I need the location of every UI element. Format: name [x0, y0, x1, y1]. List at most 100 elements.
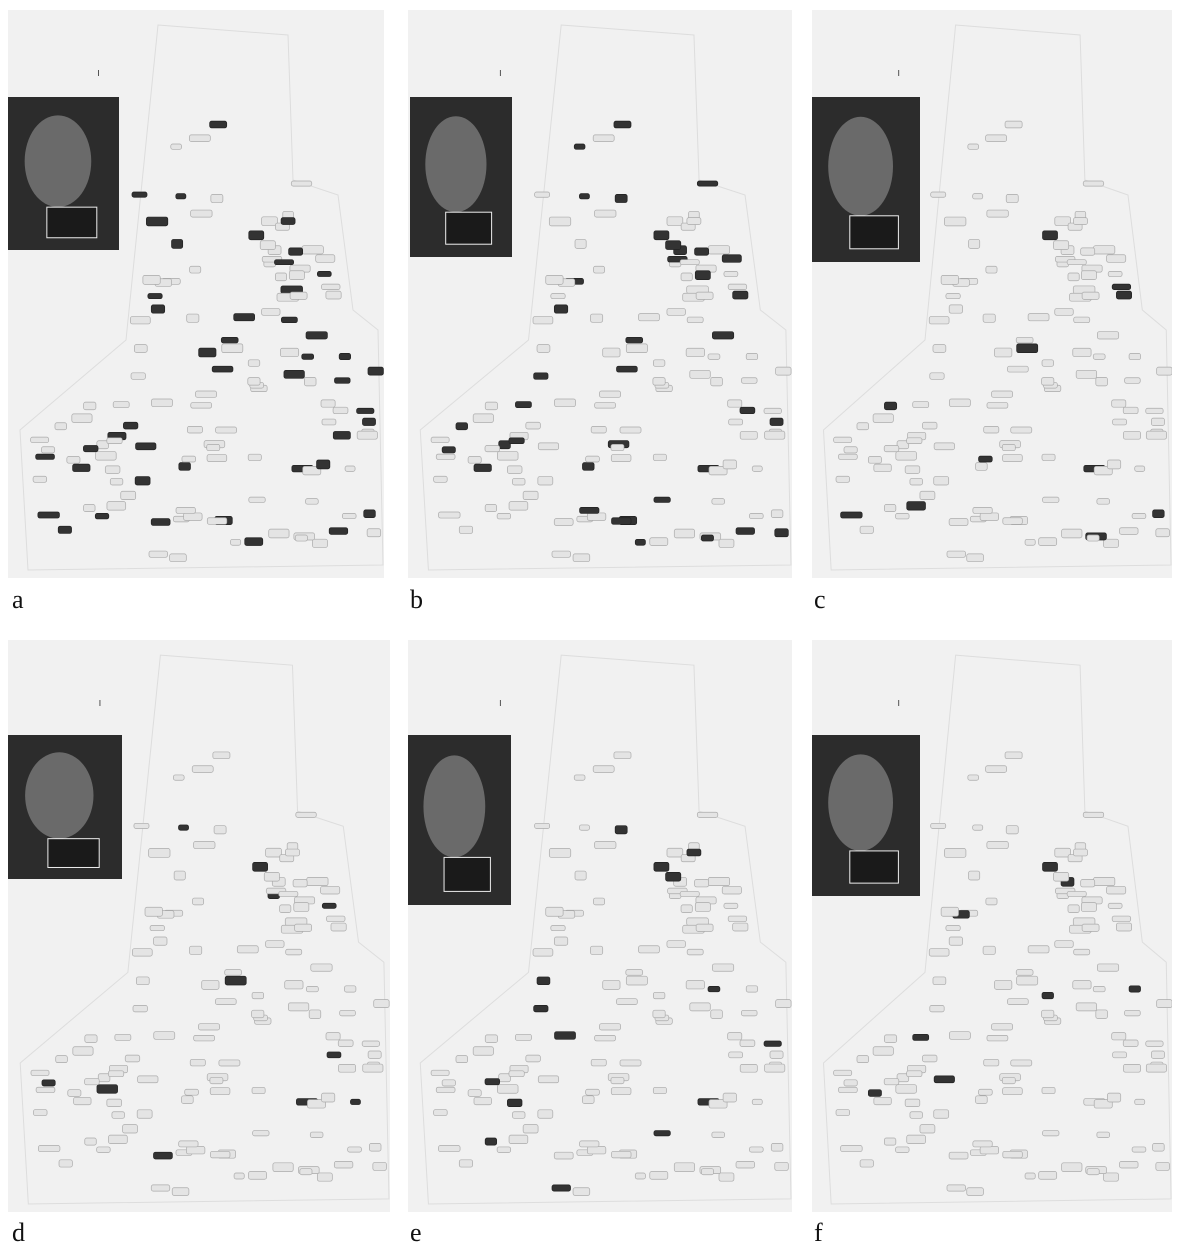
north-arrow: [98, 70, 99, 76]
grave: [245, 538, 263, 546]
grave: [1055, 309, 1074, 316]
grave: [740, 407, 755, 414]
grave: [195, 391, 216, 397]
grave: [907, 438, 922, 444]
grave: [107, 438, 122, 444]
grave: [554, 937, 567, 945]
grave: [967, 554, 984, 562]
grave: [58, 526, 71, 533]
grave: [339, 353, 350, 359]
grave: [274, 260, 293, 265]
grave: [617, 999, 638, 1005]
grave: [538, 1076, 558, 1083]
grave: [1042, 454, 1055, 460]
grave: [611, 455, 631, 462]
grave: [1151, 418, 1164, 425]
grave: [280, 905, 291, 913]
panel-label: d: [12, 1218, 25, 1248]
panel-label: a: [12, 585, 24, 615]
grave: [96, 452, 117, 461]
grave: [708, 246, 729, 254]
grave: [199, 348, 216, 357]
grave: [635, 1173, 645, 1179]
grave: [509, 1071, 524, 1077]
grave: [329, 528, 348, 535]
grave: [369, 1143, 381, 1151]
grave: [593, 898, 604, 905]
grave: [1053, 872, 1068, 881]
grave: [1042, 1010, 1054, 1018]
grave: [922, 422, 936, 429]
grave: [1011, 427, 1032, 433]
grave: [317, 1173, 332, 1181]
grave: [1132, 513, 1146, 518]
grave: [474, 1097, 491, 1104]
grave: [1093, 354, 1105, 359]
grave: [135, 477, 150, 485]
grave: [31, 1070, 49, 1075]
grave: [312, 539, 327, 547]
grave: [933, 977, 946, 985]
grave: [874, 1097, 891, 1104]
grave: [1002, 444, 1015, 450]
panel-label: c: [814, 585, 826, 615]
grave: [132, 192, 147, 197]
grave: [968, 775, 979, 780]
grave: [595, 403, 616, 409]
grave: [884, 1035, 896, 1043]
grave: [549, 849, 570, 858]
grave: [534, 1005, 548, 1012]
grave: [1074, 317, 1090, 323]
grave: [526, 422, 540, 429]
grave: [1153, 510, 1165, 518]
grave: [1151, 1051, 1164, 1058]
grave: [321, 400, 335, 407]
grave: [284, 370, 304, 378]
grave: [473, 1047, 493, 1056]
grave: [190, 1059, 205, 1066]
grave: [1062, 529, 1082, 538]
grave: [136, 977, 149, 985]
grave: [1062, 1163, 1082, 1172]
grave: [173, 775, 184, 780]
grave: [986, 266, 997, 273]
grave: [976, 463, 988, 471]
grave: [695, 903, 710, 912]
grave: [252, 1087, 265, 1093]
photo-feature: [425, 116, 486, 212]
grave: [1042, 1087, 1055, 1093]
grave: [170, 554, 187, 562]
grave: [697, 812, 717, 817]
grave: [905, 1099, 920, 1107]
grave: [611, 1077, 624, 1083]
grave: [307, 877, 328, 885]
grave: [1028, 946, 1049, 953]
grave: [345, 466, 355, 471]
grave: [770, 1051, 783, 1058]
grave: [497, 1147, 511, 1153]
grave: [436, 454, 455, 459]
grave: [110, 478, 123, 485]
grave: [225, 970, 242, 976]
grave: [293, 880, 307, 887]
grave: [723, 460, 736, 469]
grave: [686, 348, 704, 356]
grave: [281, 218, 295, 225]
grave: [947, 551, 966, 557]
grave: [1039, 538, 1057, 546]
grave: [252, 1010, 264, 1018]
grave: [1003, 455, 1023, 462]
grave: [151, 305, 164, 313]
grave: [555, 399, 576, 407]
grave: [338, 1064, 355, 1072]
grave: [667, 941, 686, 948]
grave: [722, 886, 741, 894]
grave: [1146, 1064, 1166, 1072]
grave: [1116, 923, 1131, 931]
grave: [614, 752, 631, 759]
grave: [215, 999, 236, 1005]
grave: [687, 317, 703, 323]
grave: [611, 444, 624, 450]
grave: [728, 1033, 742, 1040]
grave: [554, 305, 567, 313]
